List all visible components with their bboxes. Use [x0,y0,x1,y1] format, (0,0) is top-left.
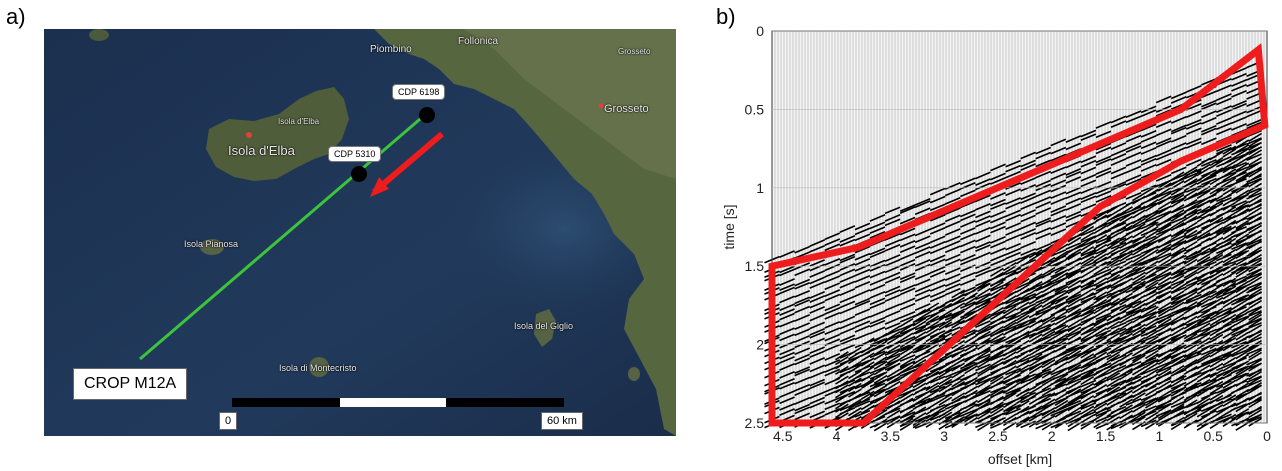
pianosa-island [200,239,224,255]
giannutri-island [628,367,640,381]
reflection-events [764,60,1263,432]
satellite-map[interactable]: Piombino Follonica Grosseto Grosseto Iso… [44,29,676,436]
place-pin-elba [246,132,252,138]
x-tick-label: 1.5 [1096,428,1116,444]
panel-b-label: b) [716,4,736,29]
cdp-6198-label: CDP 6198 [392,84,446,100]
label-isola-elba: Isola d'Elba [228,143,295,158]
x-tick-label: 4.5 [773,428,793,444]
x-tick-label: 1 [1155,428,1163,444]
label-isola-montecristo: Isola di Montecristo [279,363,357,373]
scale-bar-segment-3 [446,398,564,407]
event-wiggles [764,60,1263,432]
scale-bar-segment-1 [232,398,340,407]
x-axis-ticks: 4.5 4 3.5 3 2.5 2 1.5 1 0.5 0 [773,428,1271,444]
label-piombino: Piombino [370,44,412,55]
x-tick-label: 0.5 [1203,428,1223,444]
y-tick-label: 2.5 [745,415,765,431]
y-tick-label: 0.5 [745,101,765,117]
y-tick-label: 1 [756,180,764,196]
seismic-gather-plot: 0 0.5 1 1.5 2 2.5 4.5 4 3.5 3 2.5 2 1.5 1 0.5 0 offset… [722,24,1271,467]
elba-island [206,87,349,181]
label-grosseto: Grosseto [604,103,649,115]
mainland-detail [464,29,676,179]
cdp-5310-marker [351,166,367,182]
processing-direction-arrow [372,131,444,195]
x-tick-label: 4 [833,428,841,444]
x-tick-label: 2.5 [988,428,1008,444]
label-isola-pianosa: Isola Pianosa [184,239,239,249]
scale-start-label: 0 [219,412,238,430]
y-tick-label: 0 [756,24,764,39]
x-tick-label: 0 [1263,428,1271,444]
panel-a-label: a) [6,4,26,29]
analysis-window-polygon [768,43,1269,427]
arrow-head [370,177,389,197]
capraia-island [89,29,109,41]
seismic-gather-panel: 0 0.5 1 1.5 2 2.5 4.5 4 3.5 3 2.5 2 1.5 1 0.5 0 offset… [722,24,1282,471]
label-follonica: Follonica [458,36,499,47]
y-tick-label: 1.5 [745,258,765,274]
x-tick-label: 3 [940,428,948,444]
place-pin-grosseto [598,103,604,109]
cdp-5310-label: CDP 5310 [328,146,382,162]
x-tick-label: 2 [1048,428,1056,444]
scale-end-label: 60 km [541,412,583,430]
crop-m12a-label: CROP M12A [73,368,188,400]
giglio-island [534,309,556,347]
label-isola-giglio: Isola del Giglio [514,321,574,331]
y-axis-label: time [s] [722,204,737,249]
cdp-6198-marker [419,107,435,123]
x-axis-label: offset [km] [988,451,1052,467]
label-grosseto-small: Grosseto [618,47,651,56]
label-isola-elba-small: Isola d'Elba [278,117,320,126]
montecristo-island [309,357,329,377]
y-tick-label: 2 [756,337,764,353]
scale-bar-segment-2 [340,398,446,407]
x-tick-label: 3.5 [881,428,901,444]
